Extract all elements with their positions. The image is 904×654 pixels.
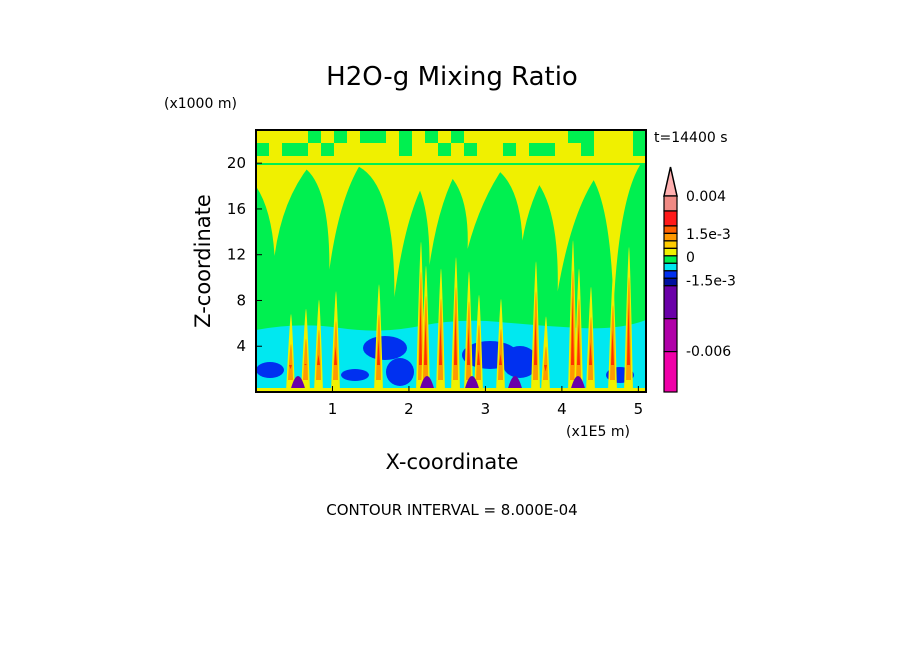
y-tick-label: 8 [236, 291, 246, 309]
y-units-label: (x1000 m) [164, 96, 237, 112]
colorbar-segment [663, 210, 678, 227]
contour-interval-label: CONTOUR INTERVAL = 8.000E-04 [326, 501, 577, 519]
colorbar-tick-label: 1.5e-3 [686, 227, 731, 243]
colorbar-segment [663, 195, 678, 212]
colorbar-segment [663, 270, 678, 279]
y-axis-label: Z-coordinate [191, 194, 215, 328]
colorbar-segment [663, 277, 678, 287]
y-tick-label: 12 [227, 246, 246, 264]
contour-field [256, 130, 646, 392]
plot-frame [255, 129, 647, 393]
colorbar-tick-label: 0 [686, 250, 695, 266]
colorbar-tick-label: -1.5e-3 [686, 273, 736, 289]
colorbar-segment [663, 255, 678, 264]
colorbar-extend-triangle [663, 166, 678, 197]
colorbar-segment [663, 285, 678, 320]
colorbar-segment [663, 318, 678, 353]
colorbar: 0.004 1.5e-3 0 -1.5e-3 -0.006 [663, 166, 736, 393]
chart-title: H2O-g Mixing Ratio [326, 62, 578, 92]
colorbar-tick-label: 0.004 [686, 189, 726, 205]
colorbar-segment [663, 262, 678, 272]
colorbar-segment [663, 225, 678, 235]
time-label: t=14400 s [654, 130, 728, 146]
colorbar-segment [663, 351, 678, 393]
y-tick-label: 16 [227, 200, 246, 218]
colorbar-segment [663, 247, 678, 257]
x-tick-label: 5 [634, 400, 644, 418]
x-tick-label: 1 [328, 400, 338, 418]
x-axis-label: X-coordinate [386, 450, 519, 474]
colorbar-tick-label: -0.006 [686, 344, 731, 360]
y-tick-label: 20 [227, 154, 246, 172]
x-tick-label: 3 [481, 400, 491, 418]
x-tick-label: 2 [404, 400, 414, 418]
x-units-label: (x1E5 m) [566, 424, 630, 440]
y-tick-label: 4 [236, 337, 246, 355]
colorbar-segment [663, 240, 678, 249]
colorbar-segment [663, 232, 678, 242]
x-tick-label: 4 [557, 400, 567, 418]
